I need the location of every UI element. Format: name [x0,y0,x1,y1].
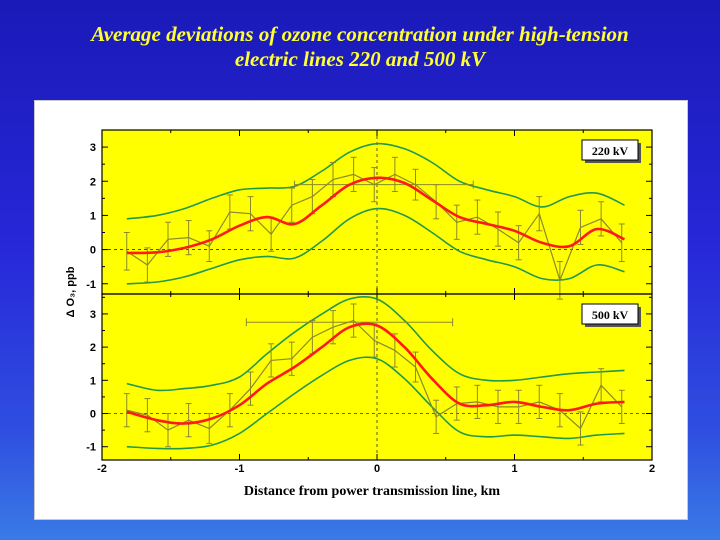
y-tick-label: 0 [90,245,96,257]
y-tick-label: 0 [90,409,96,421]
smoothed-mean-line [126,322,625,425]
x-tick-label: 0 [374,463,380,475]
slide-title: Average deviations of ozone concentratio… [0,22,720,72]
upper-band-line [126,142,625,220]
y-tick-label: 1 [90,375,96,387]
panel-label: 220 kV [592,144,629,158]
y-tick-label: 3 [90,142,96,154]
y-tick-label: 2 [90,176,96,188]
x-tick-label: -1 [235,463,245,475]
smoothed-mean-line [126,176,626,255]
x-axis-label: Distance from power transmission line, k… [244,484,500,499]
y-axis-label: Δ O₃, ppb [65,266,77,317]
x-tick-label: 1 [511,463,517,475]
slide-title-line-1: Average deviations of ozone concentratio… [91,22,629,46]
y-tick-label: -1 [86,442,96,454]
slide-title-line-2: electric lines 220 and 500 kV [234,47,486,71]
y-tick-label: -1 [86,279,96,291]
lower-band-line [126,207,625,285]
panel-label: 500 kV [592,308,629,322]
panel-label-box [581,303,639,325]
chart-panel-2: -1 0 1 2 3 500 kV [86,293,653,461]
x-tick-label: -2 [97,463,107,475]
y-tick-label: 2 [90,342,96,354]
y-tick-label: 1 [90,210,96,222]
x-tick-label: 2 [649,463,655,475]
y-tick-label: 3 [90,309,96,321]
lower-band-line [126,356,625,450]
panel-label-box [581,139,639,161]
plot-frame [101,293,653,461]
upper-band-line [126,295,625,392]
